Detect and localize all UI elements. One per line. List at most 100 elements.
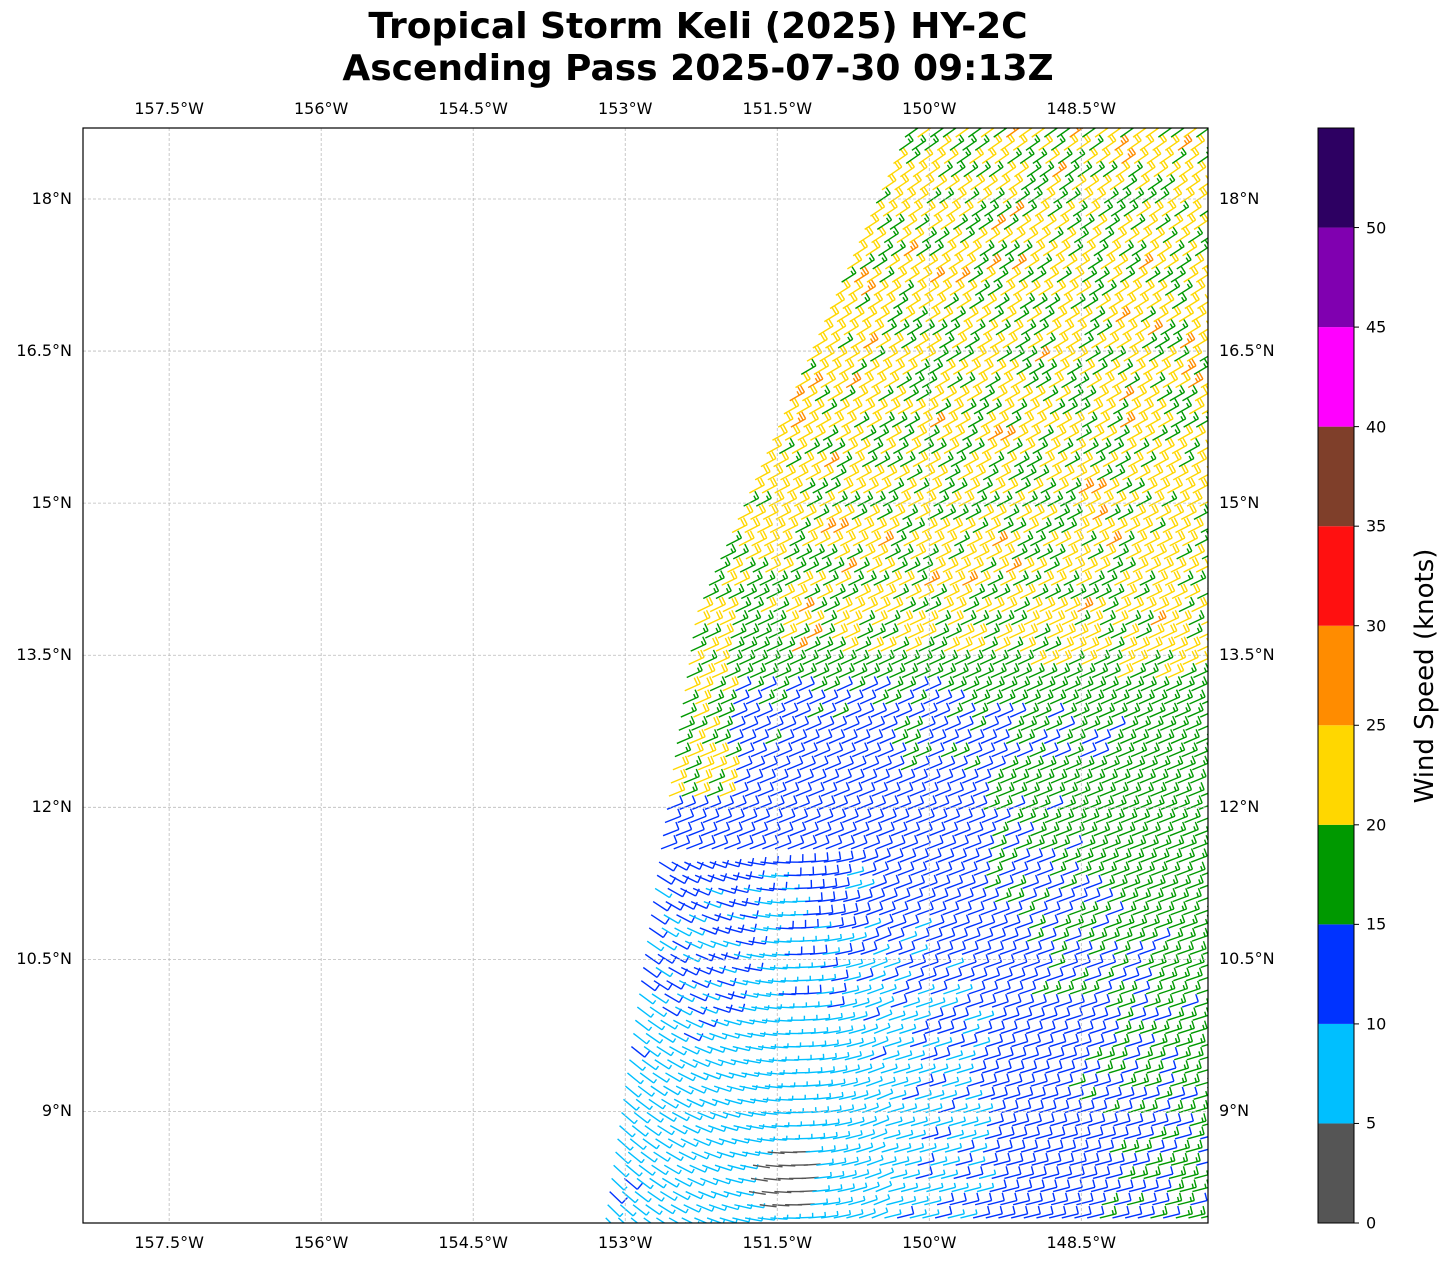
wind-barb <box>1028 358 1045 375</box>
wind-barb <box>855 1063 873 1074</box>
wind-barb <box>1040 1179 1058 1193</box>
wind-barb <box>901 332 917 349</box>
wind-barb <box>1185 967 1203 982</box>
wind-barb <box>800 358 817 375</box>
wind-barb <box>1050 940 1068 955</box>
wind-barb <box>772 424 788 441</box>
wind-barb <box>641 1059 660 1071</box>
wind-barb <box>658 1032 677 1043</box>
wind-barb <box>933 345 949 362</box>
wind-barb <box>837 1011 856 1021</box>
wind-barb <box>1021 967 1039 982</box>
wind-barb <box>882 1050 900 1061</box>
wind-barb <box>833 1038 852 1048</box>
wind-barb <box>820 1210 839 1219</box>
wind-barb <box>1152 1020 1170 1035</box>
wind-barb <box>1052 1179 1071 1193</box>
wind-barb <box>829 982 847 995</box>
wind-barb <box>869 970 886 982</box>
wind-barb <box>1154 1179 1172 1193</box>
colorbar-label: Wind Speed (knots) <box>1410 548 1440 804</box>
wind-barb <box>936 1116 954 1127</box>
wind-barb <box>904 1076 922 1087</box>
wind-barb <box>1137 1033 1156 1048</box>
wind-barb <box>1059 1046 1078 1061</box>
colorbar-bin <box>1318 1023 1354 1124</box>
wind-barb <box>998 1205 1016 1219</box>
wind-barb <box>1153 1099 1171 1114</box>
wind-barb <box>749 477 765 494</box>
wind-barb <box>949 1020 967 1035</box>
wind-barb <box>1009 1046 1027 1061</box>
lon-tick-label-top: 153°W <box>598 99 653 118</box>
wind-barb <box>1105 1166 1123 1180</box>
wind-barb <box>930 1156 948 1166</box>
wind-barb <box>1118 993 1136 1008</box>
wind-barb <box>921 954 939 969</box>
wind-barb <box>1012 1192 1031 1206</box>
wind-barb <box>1162 1126 1180 1140</box>
wind-barb <box>888 1010 906 1021</box>
wind-barb <box>872 1115 890 1127</box>
wind-barb <box>794 879 813 890</box>
wind-barb <box>905 1063 924 1074</box>
wind-barb <box>928 384 945 402</box>
wind-barb <box>1200 1136 1208 1140</box>
wind-barb <box>1049 398 1066 415</box>
wind-barb <box>1158 1152 1176 1166</box>
wind-barb <box>876 1088 894 1100</box>
wind-barb <box>946 1129 965 1140</box>
wind-barb <box>1093 993 1111 1008</box>
wind-barb <box>1071 967 1089 982</box>
wind-barb <box>972 371 989 389</box>
wind-barb <box>881 1143 899 1153</box>
wind-barb <box>943 984 961 995</box>
wind-barb <box>931 1063 949 1074</box>
wind-barb <box>900 1103 918 1114</box>
wind-barb <box>796 398 813 415</box>
wind-barb <box>636 1177 654 1190</box>
wind-barb <box>1005 128 1021 138</box>
wind-barb <box>642 966 663 978</box>
wind-barb <box>673 1098 692 1108</box>
wind-barb <box>661 1177 680 1188</box>
wind-barb <box>826 1170 845 1180</box>
wind-barb <box>1055 384 1072 402</box>
wind-barb <box>848 1195 866 1206</box>
wind-barb <box>1145 1152 1163 1166</box>
wind-barb <box>1010 954 1028 969</box>
wind-barb <box>958 1050 976 1061</box>
wind-barb <box>1196 985 1208 995</box>
lon-tick-label-top: 148.5°W <box>1046 99 1117 118</box>
wind-barb <box>1095 980 1113 995</box>
wind-barb <box>1053 1007 1071 1021</box>
wind-barb <box>938 1099 956 1114</box>
wind-barb <box>1054 1166 1073 1180</box>
wind-barb <box>919 1143 937 1153</box>
wind-barb <box>839 998 858 1008</box>
wind-barb <box>634 1019 653 1032</box>
wind-barb <box>731 517 748 534</box>
wind-barb <box>1183 1152 1201 1166</box>
wind-barb <box>897 1037 915 1048</box>
wind-barb <box>621 1191 639 1204</box>
wind-barb <box>1106 1073 1124 1087</box>
wind-barb <box>1004 384 1021 402</box>
wind-barb <box>965 1090 983 1100</box>
wind-barb <box>924 1196 942 1206</box>
wind-barb <box>833 959 851 969</box>
wind-barb <box>812 1185 830 1193</box>
wind-barb <box>1136 1126 1155 1140</box>
wind-barb <box>1109 967 1127 982</box>
wind-barb <box>978 1086 996 1100</box>
wind-barb <box>1180 358 1197 375</box>
wind-barb <box>873 943 890 955</box>
wind-barb <box>923 1116 941 1127</box>
wind-barb <box>699 926 720 935</box>
wind-barb <box>764 1083 783 1089</box>
wind-barb <box>983 967 1001 982</box>
wind-barb <box>825 1012 843 1021</box>
wind-barb <box>707 1045 726 1053</box>
wind-barb <box>1022 1126 1041 1140</box>
wind-barb <box>655 966 674 978</box>
